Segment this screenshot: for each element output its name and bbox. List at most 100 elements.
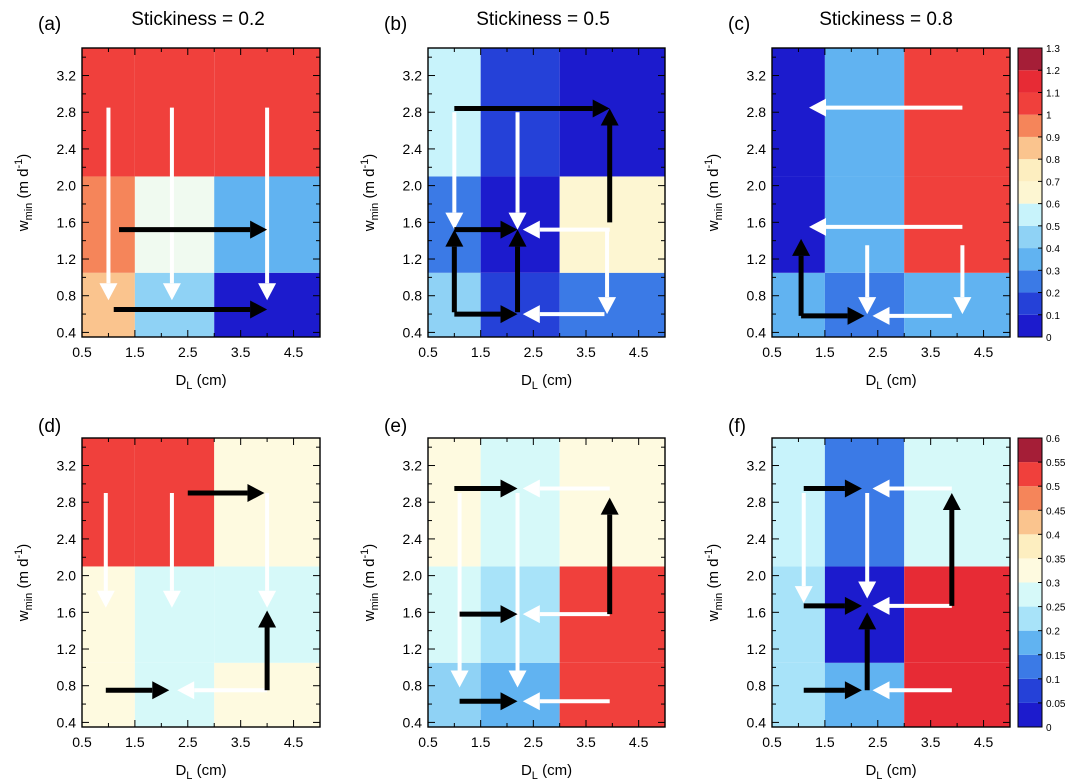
plot-frame — [771, 47, 1011, 338]
y-axis-label: wmin (m d-1) — [703, 544, 725, 623]
y-tick-label: 0.4 — [403, 324, 423, 340]
colorbar-tick-label: 0.45 — [1046, 506, 1066, 517]
black-arrow-head — [844, 479, 862, 498]
colorbar-bin — [1018, 702, 1042, 727]
colorbar-tick-label: 0.7 — [1046, 177, 1060, 188]
heatmap-cell — [559, 438, 665, 567]
colorbar-bin — [1018, 181, 1042, 204]
x-tick-label: 0.5 — [418, 734, 438, 750]
white-arrow-head — [258, 590, 277, 608]
colorbar-bin — [1018, 314, 1042, 337]
white-arrow-head — [445, 212, 464, 230]
black-arrow-head — [592, 99, 610, 118]
colorbar-bin — [1018, 136, 1042, 160]
heatmap-cell — [428, 438, 481, 567]
heatmap-cell — [134, 176, 215, 273]
x-tick-label: 2.5 — [178, 734, 198, 750]
heatmap-cell — [134, 662, 215, 727]
colorbar-bin — [1018, 225, 1042, 249]
x-tick-label: 1.5 — [471, 734, 491, 750]
colorbar-bin — [1018, 654, 1042, 679]
black-arrow-head — [600, 497, 619, 515]
y-tick-label: 2.0 — [57, 178, 77, 194]
colorbar-tick-label: 0 — [1046, 333, 1052, 344]
colorbar-tick-label: 1 — [1046, 111, 1052, 122]
colorbar-bin — [1018, 292, 1042, 315]
colorbar-bin — [1018, 678, 1042, 703]
colorbar-bin — [1018, 534, 1042, 559]
plot-frame — [771, 437, 1011, 728]
y-tick-label: 2.8 — [403, 494, 423, 510]
panel-label: (d) — [38, 416, 61, 437]
colorbar-bin — [1018, 582, 1042, 607]
y-axis-label: wmin (m d-1) — [359, 544, 381, 623]
heatmap-cell — [772, 438, 825, 567]
x-tick-label: 0.5 — [72, 344, 92, 360]
heatmap-cell — [559, 176, 665, 273]
heatmap-cell — [904, 272, 1010, 337]
y-tick-label: 3.2 — [747, 68, 767, 84]
white-arrow-head — [258, 283, 277, 301]
white-arrow-head — [508, 212, 527, 230]
colorbar-tick-label: 0.05 — [1046, 699, 1066, 710]
panel-label: (b) — [384, 14, 407, 35]
x-tick-label: 3.5 — [921, 344, 941, 360]
colorbar-tick-label: 0.1 — [1046, 311, 1060, 322]
x-axis-label: DL (cm) — [175, 372, 226, 392]
y-tick-label: 0.8 — [57, 288, 77, 304]
x-tick-label: 4.5 — [629, 734, 649, 750]
colorbar-tick-label: 0.4 — [1046, 530, 1060, 541]
black-arrow-head — [792, 238, 811, 256]
colorbar-tick-label: 0.9 — [1046, 133, 1060, 144]
white-arrow-head — [872, 306, 890, 325]
panel-label: (a) — [38, 14, 61, 35]
heatmap-cell — [134, 438, 215, 567]
y-axis-label: wmin (m d-1) — [13, 544, 35, 623]
white-arrow-head — [162, 283, 181, 301]
y-tick-label: 3.2 — [403, 458, 423, 474]
colorbar-bin — [1018, 48, 1042, 71]
colorbars: 00.10.20.30.40.50.60.70.80.911.11.21.300… — [1017, 44, 1066, 734]
heatmap-cell — [82, 566, 135, 663]
x-tick-label: 3.5 — [576, 734, 596, 750]
colorbar-bin — [1018, 462, 1042, 487]
colorbar-bin — [1018, 510, 1042, 535]
white-arrow-head — [177, 681, 195, 700]
colorbar-tick-label: 0.15 — [1046, 651, 1066, 662]
white-arrow-head — [872, 681, 890, 700]
colorbar-tick-label: 0 — [1046, 723, 1052, 734]
black-arrow-head — [942, 493, 961, 511]
heatmap-cell — [824, 566, 905, 663]
white-arrow-head — [508, 670, 527, 688]
y-tick-label: 2.0 — [747, 568, 767, 584]
y-tick-label: 0.4 — [57, 324, 77, 340]
y-tick-label: 0.8 — [747, 288, 767, 304]
panels: 0.5 1.5 2.5 3.5 4.5 0.4 0.8 1.2 1.6 2.0 2.4 2.8 3.2 D… — [13, 47, 1011, 780]
colorbar-bin — [1018, 70, 1042, 93]
colorbar-tick-label: 0.2 — [1046, 289, 1060, 300]
column-title: Stickiness = 0.5 — [476, 9, 610, 30]
y-tick-label: 1.2 — [403, 641, 423, 657]
colorbar-tick-label: 0.6 — [1046, 434, 1060, 445]
y-tick-label: 3.2 — [57, 68, 77, 84]
y-axis-label: wmin (m d-1) — [359, 154, 381, 233]
black-arrow-head — [500, 220, 518, 239]
x-tick-label: 0.5 — [762, 734, 782, 750]
heatmap-cell — [772, 662, 825, 727]
x-tick-label: 3.5 — [921, 734, 941, 750]
y-tick-label: 2.8 — [747, 104, 767, 120]
colorbar-bin — [1018, 114, 1042, 137]
y-tick-label: 0.4 — [403, 714, 423, 730]
black-arrow-head — [500, 479, 518, 498]
x-tick-label: 0.5 — [762, 344, 782, 360]
black-arrow-head — [247, 484, 265, 503]
plot-frame — [81, 437, 321, 728]
heatmap-cell — [559, 662, 665, 727]
black-arrow-head — [500, 305, 518, 324]
y-tick-label: 2.4 — [57, 531, 77, 547]
heatmap-cell — [772, 272, 825, 337]
x-tick-label: 3.5 — [231, 734, 251, 750]
black-arrow-head — [445, 229, 464, 247]
white-arrow-head — [872, 596, 890, 615]
black-arrow-head — [844, 681, 862, 700]
